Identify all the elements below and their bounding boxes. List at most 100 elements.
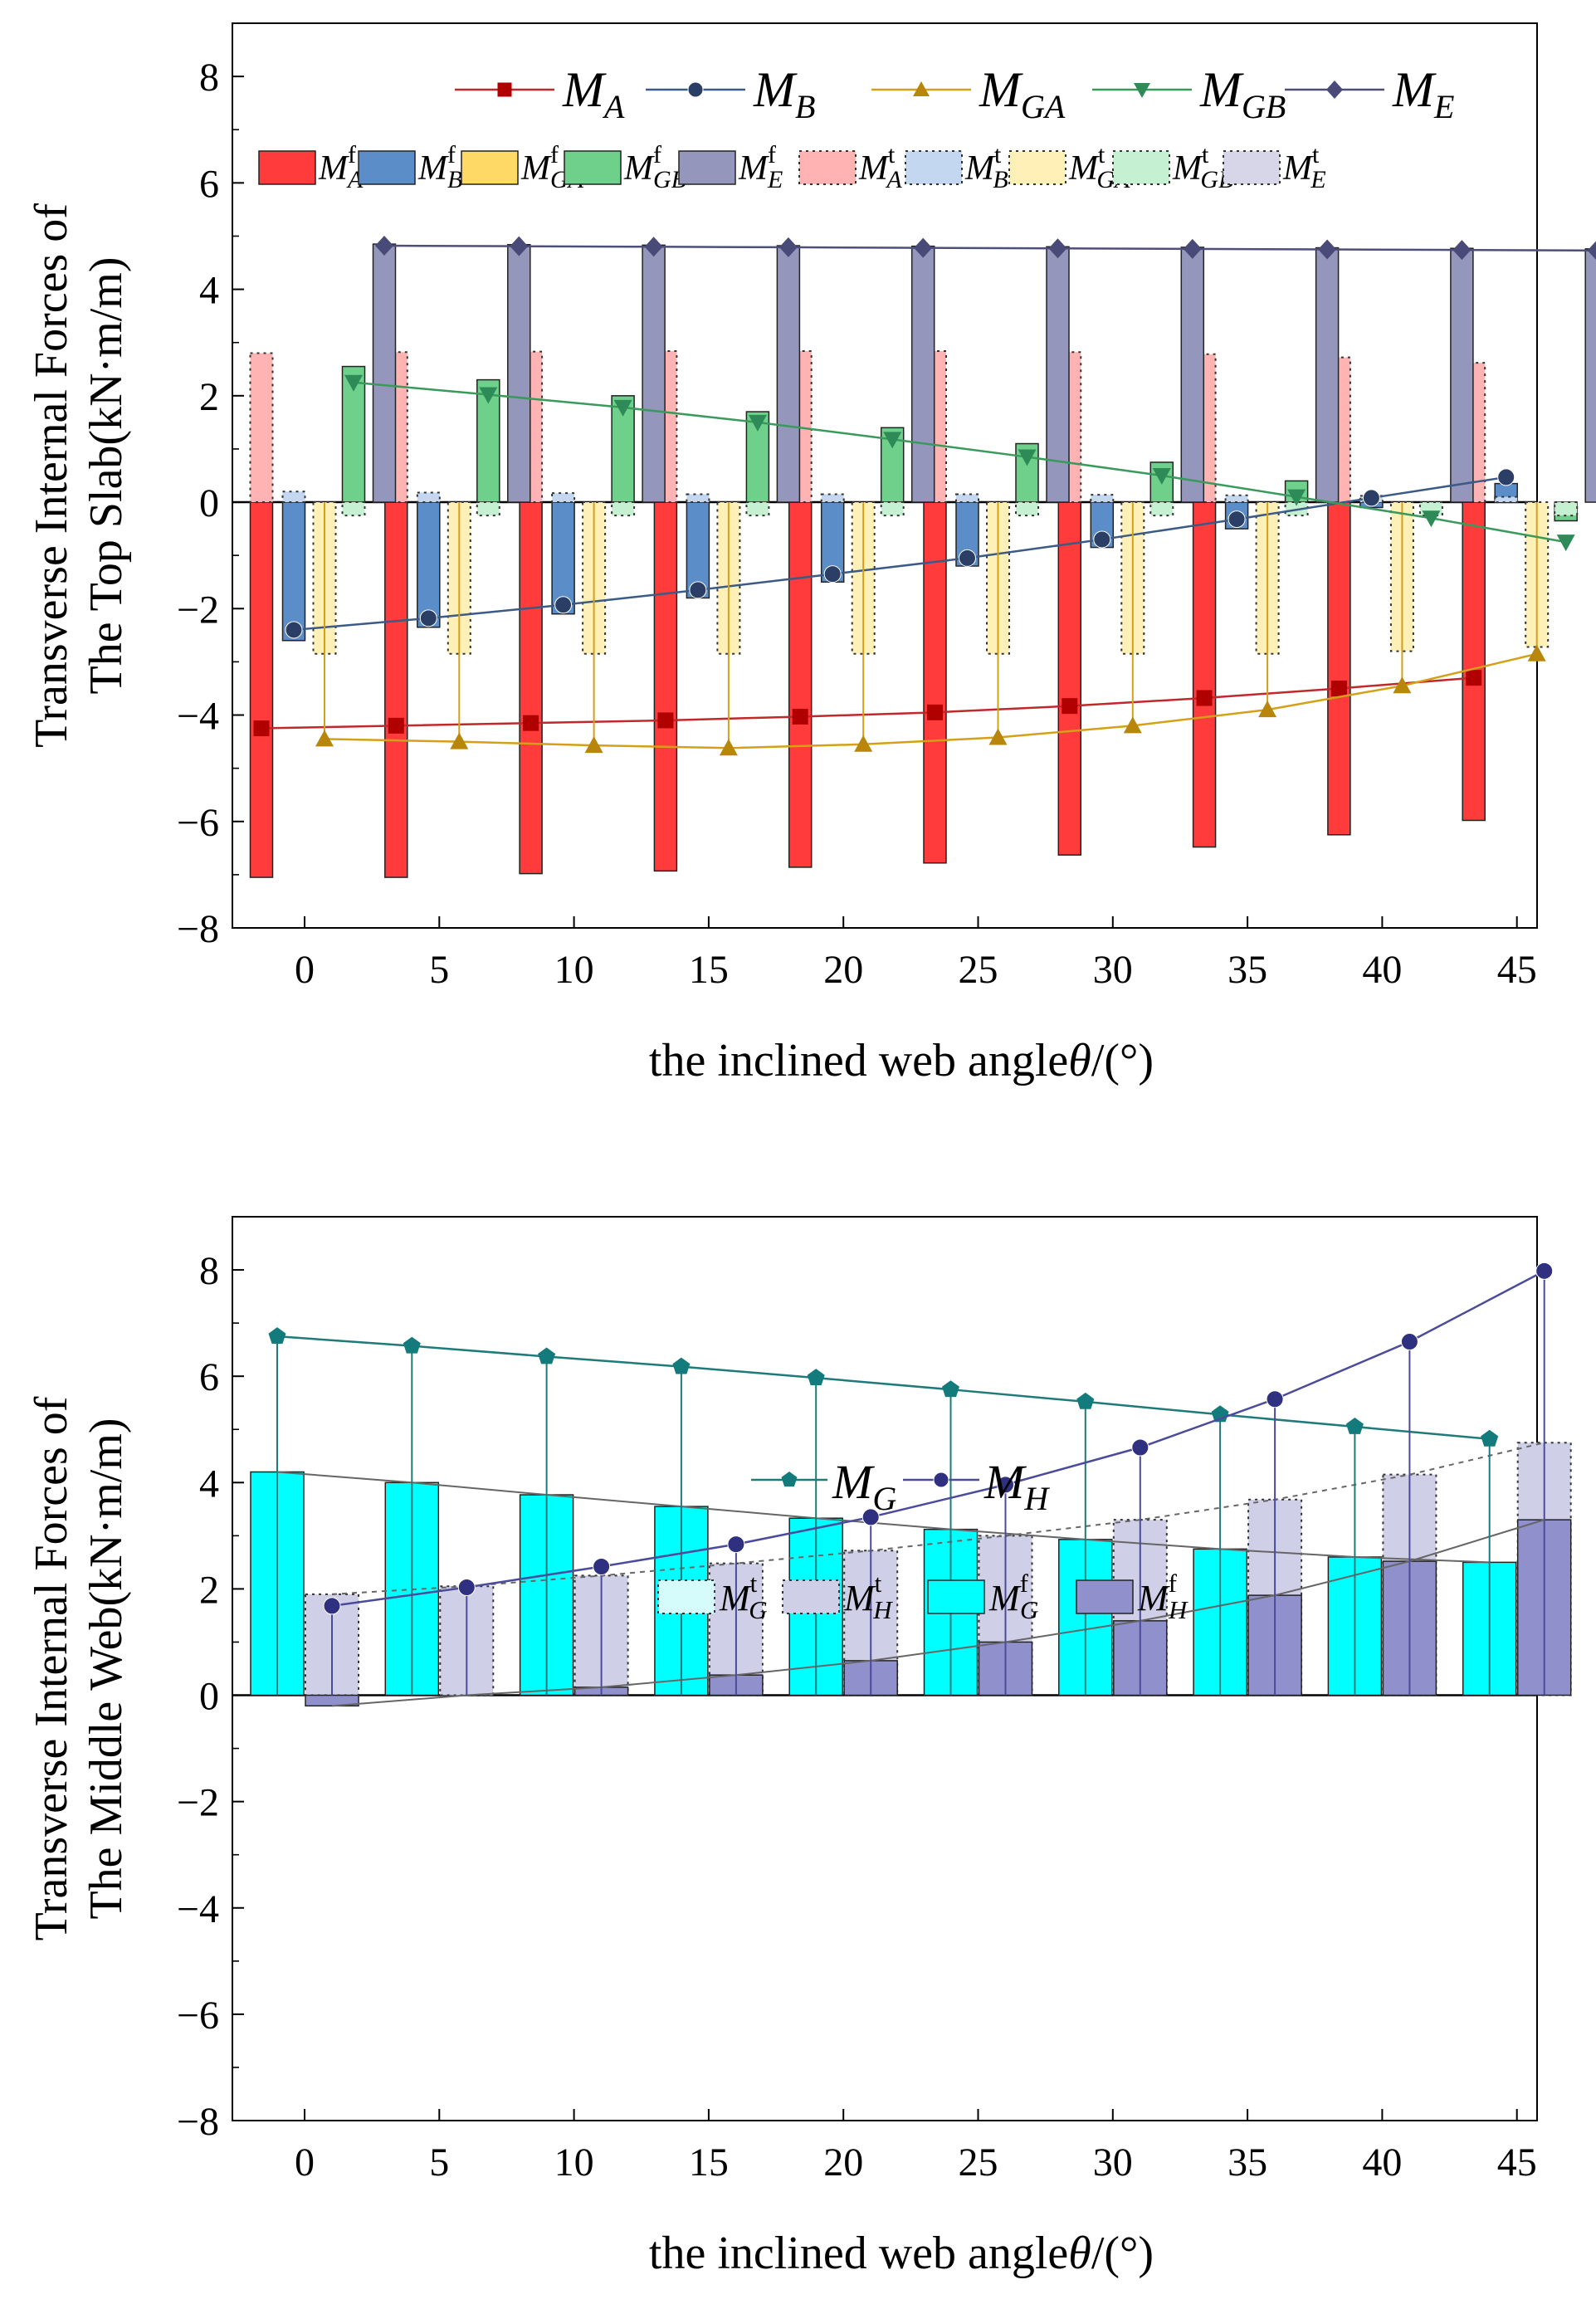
legend-label-main: M [843, 1578, 876, 1618]
y-tick-label: 2 [199, 1568, 219, 1612]
line-series-ME [375, 236, 1596, 261]
bar [956, 494, 979, 502]
legend-bar-swatch [359, 151, 415, 184]
legend-label-main: M [562, 62, 607, 117]
data-point [1094, 531, 1110, 548]
data-point [1363, 490, 1379, 506]
y-tick-label: −2 [177, 588, 219, 632]
bar [477, 502, 500, 515]
data-point [1132, 1439, 1149, 1456]
legend-bar-swatch [1223, 151, 1280, 184]
series-line [261, 678, 1474, 729]
x-axis-title: the inclined web angleθ/(°) [649, 2228, 1154, 2279]
y-tick-label: 4 [199, 269, 219, 313]
y-tick-label: −8 [177, 907, 219, 951]
legend-label-main: M [983, 1455, 1027, 1509]
bar [1328, 502, 1350, 835]
data-point [928, 705, 943, 720]
legend-label-main: M [979, 62, 1023, 117]
legend-label-main: M [1172, 149, 1203, 188]
bar [686, 494, 709, 502]
data-point [1528, 645, 1546, 661]
series-line [384, 246, 1596, 251]
data-point [1401, 1334, 1418, 1350]
x-tick-label: 0 [295, 2140, 315, 2184]
bar [373, 244, 396, 502]
bar [1193, 502, 1216, 847]
x-tick-label: 20 [823, 2140, 863, 2184]
legend-label-main: M [520, 149, 552, 188]
bar [283, 491, 305, 502]
x-tick-label: 5 [429, 2140, 449, 2184]
legend-label-sup: f [1020, 1569, 1029, 1598]
legend-label-sub: B [795, 88, 815, 125]
legend-label-main: M [318, 149, 349, 188]
legend-label-sub: GA [1021, 88, 1066, 125]
data-point [959, 549, 976, 566]
data-point [593, 1559, 610, 1575]
y-tick-label: 2 [199, 375, 219, 419]
bar [746, 502, 769, 515]
legend-bar-swatch [658, 1580, 715, 1613]
legend-label-sup: t [750, 1569, 758, 1598]
x-tick-label: 20 [823, 948, 863, 992]
legend-label-main: M [964, 149, 996, 188]
legend-label-sup: f [447, 141, 456, 168]
bar [508, 245, 530, 502]
legend-label-sub: E [767, 166, 783, 193]
bar [251, 502, 273, 877]
bar [789, 502, 812, 867]
data-point [942, 1380, 959, 1397]
x-tick-label: 35 [1228, 948, 1267, 992]
legend-bar-swatch [1113, 151, 1169, 184]
bar-series-ME-f [373, 244, 1596, 502]
bar [912, 247, 935, 502]
bar [1150, 502, 1173, 515]
x-axis-title-theta: θ [1068, 1035, 1091, 1086]
bars [251, 244, 1596, 877]
data-point [1481, 1430, 1498, 1447]
series-line [277, 1336, 1490, 1439]
x-tick-label: 40 [1362, 948, 1402, 992]
legend-label-main: M [1392, 62, 1437, 117]
legend-label-main: M [988, 1578, 1022, 1618]
legend-label: MGA [979, 62, 1066, 125]
data-point [1331, 681, 1346, 696]
data-point [403, 1337, 421, 1354]
y-tick-label: −6 [177, 801, 219, 845]
x-axis-title-text: the inclined web angle [649, 2228, 1068, 2279]
legend-label-sup: t [994, 141, 1002, 168]
bar [283, 502, 305, 641]
bar [612, 502, 634, 515]
legend-label: MG [832, 1455, 896, 1517]
legend-label-sub: H [1023, 1480, 1050, 1517]
data-point [524, 715, 539, 730]
x-axis-title-theta: θ [1068, 2228, 1091, 2279]
data-point [1267, 1391, 1283, 1408]
data-point [388, 718, 403, 733]
legend-label-main: M [719, 1578, 752, 1618]
bar [1585, 249, 1596, 502]
y-axis-title-line2: The Middle Web(kN·m/m) [81, 1418, 132, 1919]
x-axis-title-text: the inclined web angle [649, 1035, 1068, 1086]
legend-label-main: M [753, 62, 798, 117]
y-tick-label: 4 [199, 1462, 219, 1506]
data-point [824, 566, 841, 583]
y-axis-title: Transverse Internal Forces ofThe Middle … [26, 1396, 132, 1940]
data-point [808, 1369, 825, 1385]
data-point [728, 1536, 744, 1553]
data-point [672, 1358, 690, 1374]
legend-marker [498, 83, 511, 96]
legend-label-sub: A [602, 88, 625, 125]
x-tick-label: 15 [689, 2140, 729, 2184]
x-tick-label: 10 [554, 2140, 594, 2184]
legend-label-sup: f [1169, 1569, 1178, 1598]
legend-label-sup: f [768, 141, 776, 168]
bar-series-MA-t [251, 351, 1486, 502]
legend: MAMBMGAMGBMEMfAMfBMfGAMfGBMfEMtAMtBMtGAM… [259, 62, 1454, 193]
data-point [1076, 1393, 1094, 1409]
